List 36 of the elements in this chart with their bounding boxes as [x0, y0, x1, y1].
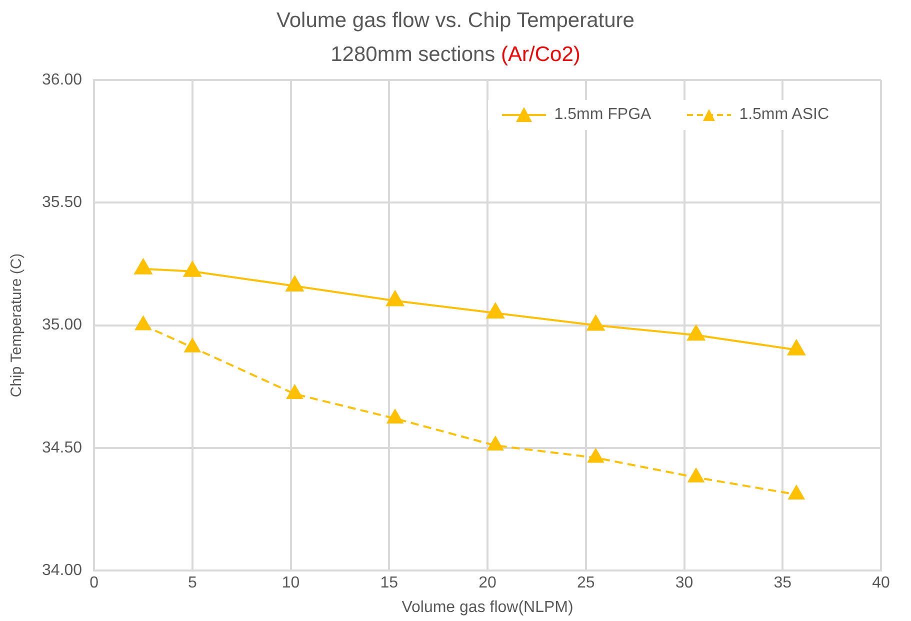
- point: [487, 436, 504, 450]
- legend-label: 1.5mm FPGA: [554, 106, 652, 124]
- y-axis-title: Chip Temperature (C): [8, 253, 26, 398]
- point: [184, 338, 200, 352]
- point: [586, 315, 605, 331]
- point: [788, 486, 804, 500]
- y-tick-label: 35.00: [42, 316, 82, 334]
- chart-subtitle: 1280mm sections (Ar/Co2): [330, 43, 580, 66]
- point: [134, 258, 152, 274]
- point: [588, 448, 604, 463]
- point: [386, 290, 404, 306]
- point: [184, 261, 202, 277]
- legend-label: 1.5mm ASIC: [739, 106, 829, 124]
- point: [387, 410, 403, 424]
- x-tick-label: 20: [478, 574, 497, 592]
- point: [486, 303, 504, 319]
- x-tick-label: 10: [282, 574, 300, 592]
- y-tick-label: 36.00: [42, 71, 82, 88]
- point: [688, 468, 704, 482]
- x-tick-label: 5: [188, 574, 197, 592]
- x-tick-label: 35: [774, 574, 792, 592]
- x-tick-label: 40: [872, 574, 890, 592]
- x-axis-title: Volume gas flow(NLPM): [402, 598, 574, 616]
- x-tick-label: 15: [380, 574, 398, 592]
- x-tick-label: 30: [675, 574, 694, 592]
- y-tick-label: 35.50: [42, 194, 82, 212]
- point: [788, 340, 806, 356]
- y-tick-label: 34.00: [42, 562, 82, 580]
- chart-title: Volume gas flow vs. Chip Temperature: [276, 8, 636, 34]
- x-tick-label: 25: [576, 574, 595, 592]
- point: [286, 384, 303, 399]
- x-tick-label: 0: [90, 574, 99, 592]
- point: [135, 316, 152, 330]
- y-tick-label: 34.50: [42, 439, 82, 456]
- point: [286, 276, 304, 292]
- point: [687, 325, 705, 341]
